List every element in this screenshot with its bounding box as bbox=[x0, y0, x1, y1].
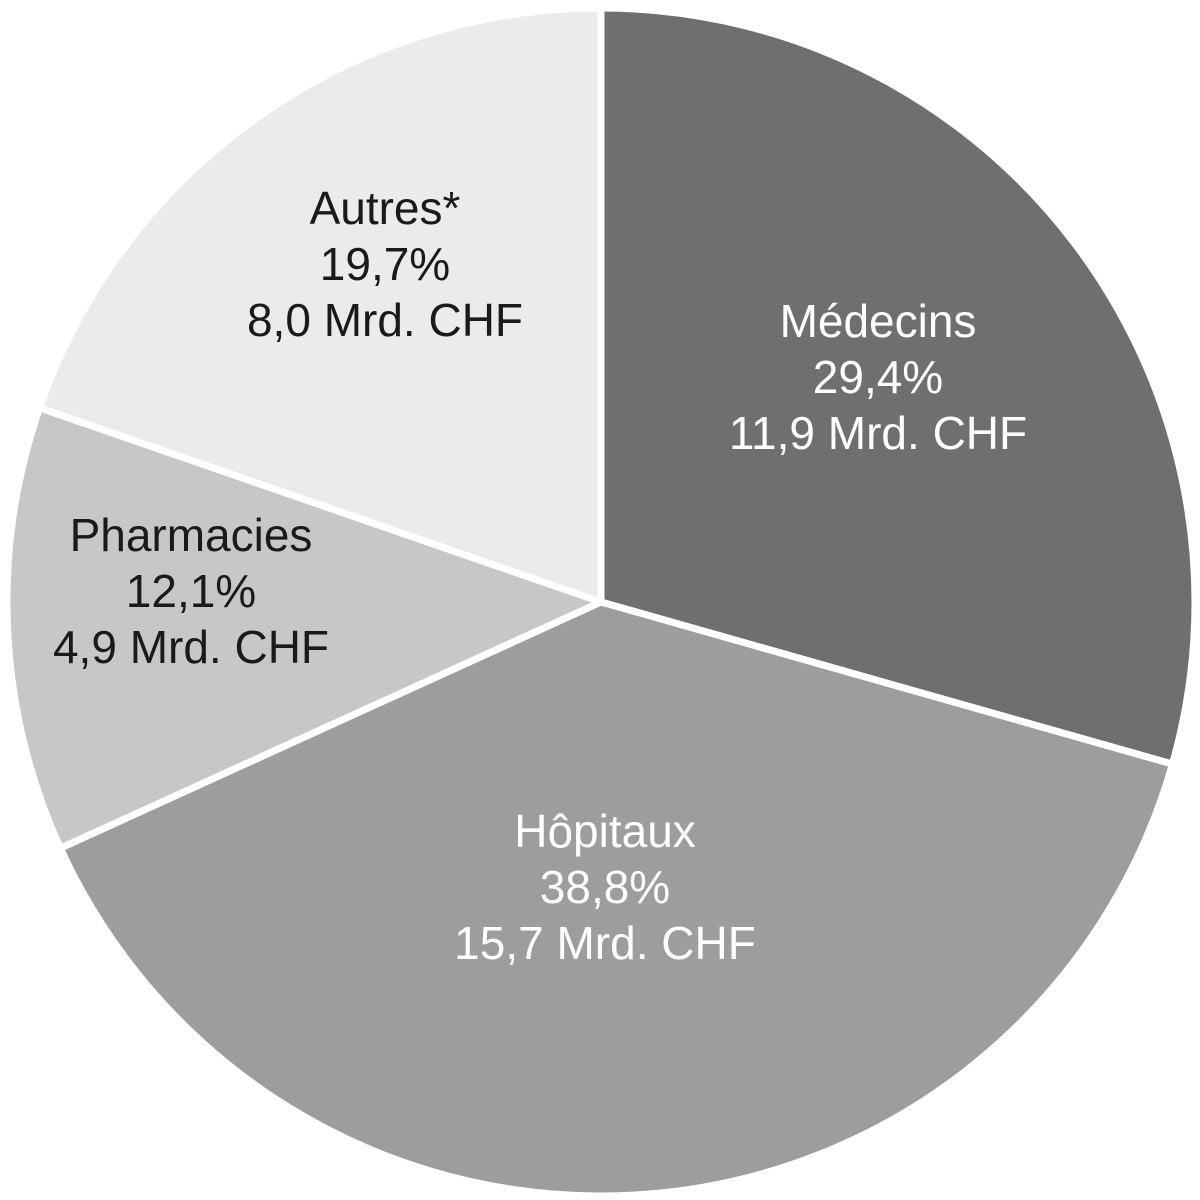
pie-slice-pharmacies bbox=[3, 403, 611, 853]
slice-value-hopitaux: 15,7 Mrd. CHF bbox=[454, 917, 756, 969]
slice-name-hopitaux: Hôpitaux bbox=[514, 805, 696, 857]
slice-name-pharmacies: Pharmacies bbox=[70, 509, 313, 561]
slice-percent-medecins: 29,4% bbox=[813, 351, 943, 403]
slice-value-pharmacies: 4,9 Mrd. CHF bbox=[53, 621, 329, 673]
pie-slice-hopitaux bbox=[55, 598, 1177, 1200]
pie-slice-medecins bbox=[597, 4, 1199, 769]
slice-name-medecins: Médecins bbox=[780, 295, 977, 347]
slice-value-medecins: 11,9 Mrd. CHF bbox=[729, 407, 1027, 459]
slice-name-autres: Autres* bbox=[310, 182, 461, 234]
slice-percent-hopitaux: 38,8% bbox=[540, 861, 670, 913]
slice-value-autres: 8,0 Mrd. CHF bbox=[247, 294, 523, 346]
pie-slice-autres bbox=[35, 4, 605, 607]
slice-percent-pharmacies: 12,1% bbox=[126, 565, 256, 617]
slice-percent-autres: 19,7% bbox=[320, 238, 450, 290]
pie-slices bbox=[3, 4, 1199, 1200]
